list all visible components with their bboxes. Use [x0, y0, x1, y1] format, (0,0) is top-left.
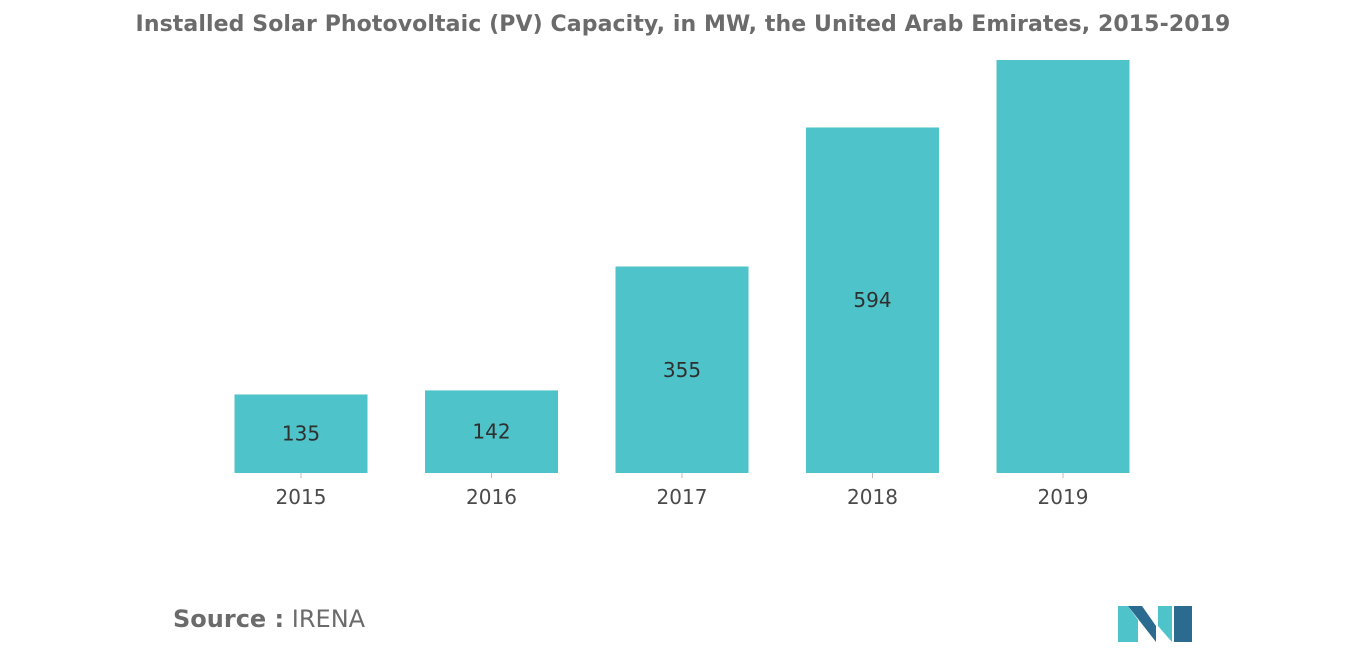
chart-title: Installed Solar Photovoltaic (PV) Capaci… [135, 12, 1231, 37]
company-logo-icon [1118, 606, 1192, 642]
data-labels: 135 142 355 594 [282, 288, 892, 445]
data-label-2015: 135 [282, 422, 320, 446]
bar-2018 [806, 127, 939, 473]
source-note: Source : IRENA [173, 605, 365, 633]
x-tick-label-2019: 2019 [1038, 485, 1089, 509]
x-tick-label-2016: 2016 [466, 485, 517, 509]
bar-2017 [615, 266, 749, 473]
data-label-2018: 594 [853, 288, 891, 312]
x-tick-label-2015: 2015 [276, 485, 327, 509]
source-name: IRENA [291, 605, 366, 633]
bar-2019 [996, 60, 1130, 473]
data-label-2016: 142 [472, 420, 510, 444]
x-axis-ticks: 2015 2016 2017 2018 2019 [276, 473, 1089, 509]
x-tick-label-2017: 2017 [657, 485, 708, 509]
data-label-2017: 355 [663, 358, 701, 382]
bar-2016 [425, 390, 558, 473]
x-tick-label-2018: 2018 [847, 485, 898, 509]
bar-2015 [234, 394, 368, 473]
bars-layer [234, 60, 1130, 473]
source-prefix: Source : [173, 605, 285, 633]
